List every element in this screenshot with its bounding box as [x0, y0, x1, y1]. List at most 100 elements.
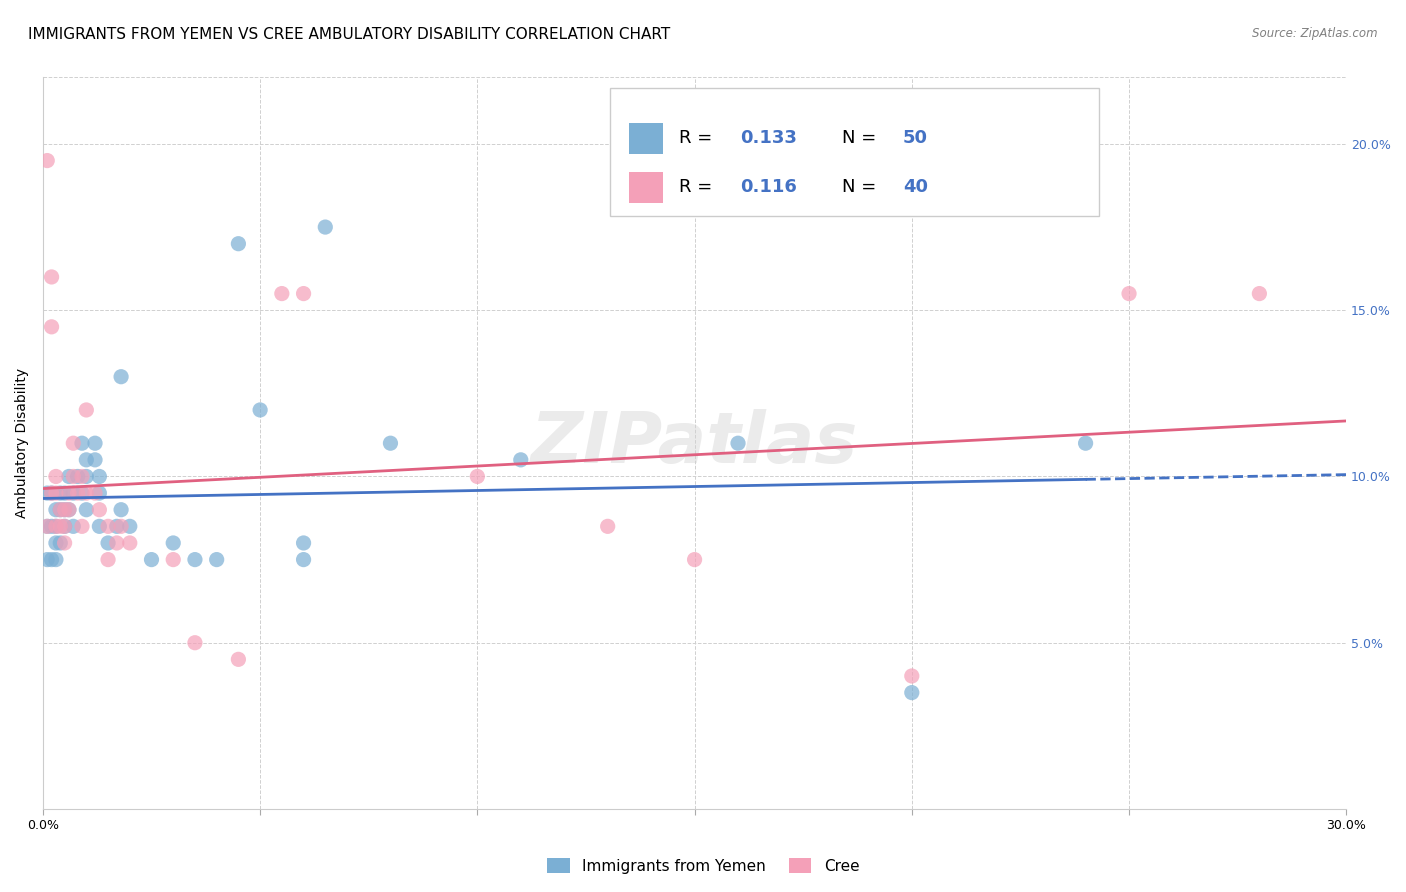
Text: IMMIGRANTS FROM YEMEN VS CREE AMBULATORY DISABILITY CORRELATION CHART: IMMIGRANTS FROM YEMEN VS CREE AMBULATORY…: [28, 27, 671, 42]
Point: [162, 552, 184, 566]
Point: [683, 552, 706, 566]
Point: [84, 486, 107, 500]
Point: [89, 469, 111, 483]
Point: [41, 486, 63, 500]
Point: [228, 236, 250, 251]
Point: [292, 286, 315, 301]
Point: [184, 636, 207, 650]
Point: [66, 469, 89, 483]
Point: [596, 519, 619, 533]
Point: [75, 403, 97, 417]
Point: [1249, 286, 1271, 301]
Point: [58, 502, 80, 516]
FancyBboxPatch shape: [630, 123, 664, 153]
Point: [37, 486, 59, 500]
FancyBboxPatch shape: [610, 88, 1098, 217]
Text: Source: ZipAtlas.com: Source: ZipAtlas.com: [1253, 27, 1378, 40]
Text: N =: N =: [842, 178, 882, 196]
Point: [89, 486, 111, 500]
Point: [118, 536, 141, 550]
Point: [84, 436, 107, 450]
Point: [53, 502, 76, 516]
Point: [62, 519, 84, 533]
Point: [110, 502, 132, 516]
Text: 0.116: 0.116: [740, 178, 797, 196]
Point: [41, 486, 63, 500]
Text: N =: N =: [842, 129, 882, 147]
Point: [380, 436, 402, 450]
Point: [75, 486, 97, 500]
Point: [162, 536, 184, 550]
Point: [41, 269, 63, 284]
Point: [89, 502, 111, 516]
Point: [184, 552, 207, 566]
Text: 50: 50: [903, 129, 928, 147]
Point: [45, 486, 67, 500]
Text: 40: 40: [903, 178, 928, 196]
Point: [41, 519, 63, 533]
Point: [37, 519, 59, 533]
Point: [37, 153, 59, 168]
Point: [53, 536, 76, 550]
Point: [110, 519, 132, 533]
Point: [228, 652, 250, 666]
Point: [118, 519, 141, 533]
Point: [249, 403, 271, 417]
Point: [62, 436, 84, 450]
Point: [58, 469, 80, 483]
Point: [45, 519, 67, 533]
Text: ZIPatlas: ZIPatlas: [531, 409, 858, 478]
Point: [45, 469, 67, 483]
Point: [41, 552, 63, 566]
Point: [901, 669, 924, 683]
Point: [41, 319, 63, 334]
Point: [292, 536, 315, 550]
Point: [75, 453, 97, 467]
Point: [205, 552, 228, 566]
Point: [1074, 436, 1097, 450]
Point: [727, 436, 749, 450]
Point: [58, 486, 80, 500]
Point: [105, 536, 128, 550]
Point: [49, 519, 72, 533]
Point: [509, 453, 531, 467]
Point: [37, 552, 59, 566]
Point: [70, 519, 93, 533]
Point: [292, 552, 315, 566]
Point: [62, 486, 84, 500]
Point: [901, 685, 924, 699]
Point: [84, 453, 107, 467]
FancyBboxPatch shape: [630, 172, 664, 202]
Text: R =: R =: [679, 129, 718, 147]
Point: [1118, 286, 1140, 301]
Point: [75, 469, 97, 483]
Point: [49, 502, 72, 516]
Point: [141, 552, 163, 566]
Point: [70, 486, 93, 500]
Point: [97, 552, 120, 566]
Point: [467, 469, 489, 483]
Point: [105, 519, 128, 533]
Text: 0.133: 0.133: [740, 129, 797, 147]
Point: [70, 469, 93, 483]
Point: [49, 502, 72, 516]
Point: [70, 436, 93, 450]
Point: [37, 519, 59, 533]
Point: [66, 486, 89, 500]
Point: [53, 502, 76, 516]
Point: [53, 519, 76, 533]
Text: R =: R =: [679, 178, 718, 196]
Point: [49, 486, 72, 500]
Point: [97, 536, 120, 550]
Point: [58, 502, 80, 516]
Point: [270, 286, 292, 301]
Point: [53, 486, 76, 500]
Point: [75, 502, 97, 516]
Point: [53, 519, 76, 533]
Point: [45, 519, 67, 533]
Legend: Immigrants from Yemen, Cree: Immigrants from Yemen, Cree: [540, 852, 866, 880]
Point: [45, 552, 67, 566]
Y-axis label: Ambulatory Disability: Ambulatory Disability: [15, 368, 30, 518]
Point: [62, 469, 84, 483]
Point: [110, 369, 132, 384]
